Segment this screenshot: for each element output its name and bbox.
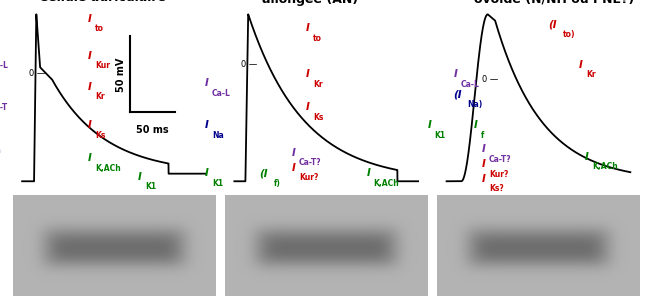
Text: to: to: [95, 25, 104, 33]
Text: (I: (I: [453, 89, 462, 99]
Text: I: I: [292, 163, 296, 173]
Text: I: I: [88, 153, 92, 163]
Text: Ca-T?: Ca-T?: [299, 158, 322, 167]
Text: Na: Na: [212, 131, 224, 140]
Text: K1: K1: [0, 186, 1, 195]
Text: Ca-T?: Ca-T?: [489, 155, 512, 164]
Text: Ca-L: Ca-L: [212, 89, 231, 98]
Text: Kur?: Kur?: [299, 173, 318, 182]
Text: f): f): [274, 179, 280, 188]
Text: I: I: [482, 159, 486, 169]
Text: I: I: [88, 82, 92, 92]
Text: I: I: [306, 69, 310, 79]
Text: I: I: [306, 102, 310, 112]
Text: Na: Na: [0, 146, 1, 155]
Text: I: I: [88, 51, 92, 61]
Text: Na): Na): [468, 100, 483, 109]
Text: C: C: [437, 0, 451, 4]
Text: K,ACh: K,ACh: [592, 162, 618, 171]
Text: I: I: [205, 78, 209, 88]
Text: I: I: [205, 120, 209, 130]
Text: Kr: Kr: [313, 80, 323, 89]
Text: I: I: [474, 120, 477, 130]
Text: I: I: [367, 168, 371, 178]
Text: Kr: Kr: [586, 70, 596, 79]
Text: ovoïde (N/NH ou PNE?): ovoïde (N/NH ou PNE?): [474, 0, 634, 6]
Text: B: B: [225, 0, 239, 4]
Text: I: I: [427, 120, 431, 130]
Text: Kur?: Kur?: [489, 170, 508, 179]
Text: Ca-L: Ca-L: [461, 80, 479, 89]
Text: Ks?: Ks?: [489, 184, 504, 193]
Text: (I: (I: [260, 168, 268, 178]
Text: Ks: Ks: [95, 131, 105, 140]
Text: K,ACh: K,ACh: [95, 164, 121, 173]
Text: Cellule auriculaire: Cellule auriculaire: [39, 0, 166, 4]
Text: I: I: [482, 144, 486, 154]
Text: Ca-T: Ca-T: [0, 103, 8, 112]
Text: I: I: [579, 60, 583, 70]
Text: to): to): [563, 30, 575, 39]
Text: 0 —: 0 —: [242, 60, 258, 69]
Text: f: f: [481, 131, 484, 140]
Text: A: A: [13, 0, 26, 4]
Text: K1: K1: [212, 179, 223, 188]
Text: 0 —: 0 —: [29, 69, 45, 78]
Text: 50 ms: 50 ms: [136, 125, 169, 135]
Text: K,ACh: K,ACh: [374, 179, 399, 188]
Text: Ks: Ks: [313, 113, 324, 122]
Text: I: I: [482, 174, 486, 184]
Text: Kur: Kur: [95, 61, 110, 70]
Text: I: I: [138, 172, 142, 182]
Text: I: I: [205, 168, 209, 178]
Text: I: I: [585, 152, 589, 161]
Text: K1: K1: [145, 182, 156, 191]
Text: K1: K1: [434, 131, 446, 140]
Text: to: to: [313, 33, 322, 43]
Text: I: I: [88, 14, 92, 24]
Text: Kr: Kr: [95, 92, 105, 101]
Text: 50 mV: 50 mV: [116, 57, 126, 92]
Text: I: I: [306, 23, 310, 33]
Text: I: I: [453, 69, 457, 79]
Text: allongée (AN): allongée (AN): [262, 0, 358, 6]
Text: Ca-L: Ca-L: [0, 61, 8, 70]
Text: I: I: [88, 120, 92, 130]
Text: (I: (I: [548, 19, 557, 29]
Text: 0 —: 0 —: [482, 75, 498, 84]
Text: I: I: [292, 148, 296, 158]
